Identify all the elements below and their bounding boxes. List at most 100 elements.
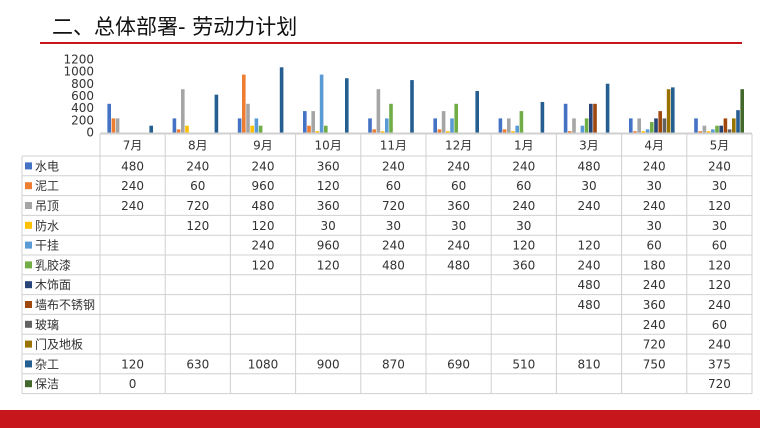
bar: [563, 103, 568, 133]
legend-key: [25, 320, 32, 328]
data-label: 240: [578, 199, 601, 213]
footer-bar: [0, 410, 760, 428]
bar: [250, 125, 254, 133]
data-label: 30: [516, 219, 531, 233]
bar: [694, 118, 698, 133]
y-tick-label: 1200: [63, 53, 94, 67]
bar: [568, 131, 572, 133]
bar: [446, 131, 450, 133]
bar: [706, 131, 711, 133]
data-label: 870: [382, 357, 405, 371]
data-label: 240: [643, 278, 666, 292]
bar: [345, 78, 349, 133]
data-label: 240: [447, 159, 470, 173]
y-tick-label: 0: [86, 126, 94, 140]
legend-key: [25, 202, 32, 209]
bar: [715, 125, 719, 133]
data-label: 630: [186, 357, 209, 371]
bar: [719, 125, 723, 133]
data-label: 480: [252, 199, 275, 213]
data-label: 30: [386, 219, 401, 233]
legend-key: [25, 301, 32, 308]
x-tick-label: 8月: [188, 139, 208, 153]
data-label: 60: [712, 318, 727, 332]
data-label: 60: [386, 179, 401, 193]
legend-key: [25, 340, 32, 348]
x-tick-label: 4月: [644, 139, 664, 153]
bar: [629, 118, 633, 133]
bar: [181, 89, 185, 133]
bar: [507, 118, 511, 133]
data-label: 810: [578, 357, 601, 371]
data-label: 720: [643, 338, 666, 352]
data-label: 240: [643, 159, 666, 173]
bar: [662, 118, 667, 133]
y-tick-label: 800: [71, 77, 94, 91]
bar: [246, 103, 250, 133]
bar: [502, 129, 507, 133]
bar: [279, 67, 284, 133]
data-label: 1080: [248, 357, 279, 371]
bar: [605, 83, 610, 133]
legend-key: [25, 261, 32, 269]
legend-label: 木饰面: [35, 278, 71, 292]
legend-label: 玻璃: [35, 318, 59, 332]
data-label: 120: [252, 219, 275, 233]
bar: [671, 87, 675, 134]
data-label: 240: [708, 338, 731, 352]
x-tick-label: 11月: [380, 139, 407, 153]
bar: [111, 118, 116, 133]
bar: [732, 118, 736, 133]
legend-label: 墙布不锈钢: [35, 298, 95, 312]
data-label: 360: [512, 258, 535, 272]
bar: [498, 118, 503, 133]
data-label: 240: [512, 199, 535, 213]
legend-key: [25, 162, 32, 170]
bar: [633, 131, 637, 133]
data-label: 60: [712, 239, 727, 253]
bar: [410, 80, 414, 133]
legend-label: 防水: [35, 218, 59, 233]
data-label: 120: [578, 239, 601, 253]
bar: [172, 118, 177, 133]
data-label: 480: [447, 258, 470, 272]
legend-key: [25, 360, 32, 368]
bar: [641, 131, 646, 133]
bar: [311, 111, 315, 133]
legend-label: 杂工: [35, 357, 59, 371]
bar: [698, 131, 702, 133]
data-label: 360: [317, 159, 340, 173]
bar: [593, 103, 597, 133]
data-label: 60: [451, 179, 466, 193]
y-tick-label: 400: [71, 101, 94, 115]
data-label: 0: [129, 377, 137, 391]
data-label: 60: [647, 239, 662, 253]
x-tick-label: 12月: [445, 139, 472, 153]
data-label: 240: [121, 199, 144, 213]
data-label: 240: [578, 258, 601, 272]
bar: [454, 103, 458, 133]
bar: [303, 111, 307, 133]
bar: [723, 118, 728, 133]
data-label: 240: [708, 298, 731, 312]
data-label: 240: [382, 159, 405, 173]
data-label: 120: [252, 258, 275, 272]
data-label: 960: [317, 239, 340, 253]
bar: [540, 101, 545, 133]
data-label: 720: [708, 377, 731, 391]
data-label: 120: [708, 199, 731, 213]
bar: [315, 131, 320, 133]
legend-label: 乳胶漆: [35, 257, 71, 272]
data-label: 900: [317, 357, 340, 371]
data-label: 480: [121, 159, 144, 173]
title-divider: [40, 42, 742, 44]
y-tick-label: 200: [71, 113, 94, 127]
bar: [149, 125, 153, 133]
bar: [702, 125, 707, 133]
data-label: 960: [252, 179, 275, 193]
bar: [214, 94, 219, 133]
bar: [185, 125, 189, 133]
x-tick-label: 7月: [123, 139, 143, 153]
legend-label: 门及地板: [35, 337, 83, 352]
bar: [441, 111, 446, 133]
